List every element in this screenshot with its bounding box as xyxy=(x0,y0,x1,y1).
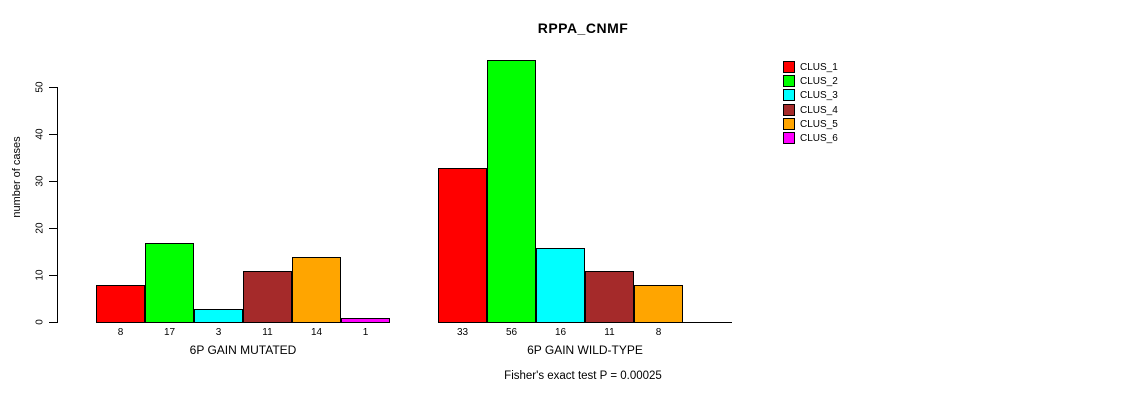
legend-label: CLUS_3 xyxy=(800,89,838,101)
y-tick-label: 10 xyxy=(34,269,46,281)
y-tick-label: 20 xyxy=(34,222,46,234)
legend-row: CLUS_3 xyxy=(783,89,838,101)
bar-value-label: 56 xyxy=(505,327,518,338)
legend-row: CLUS_6 xyxy=(783,132,838,144)
y-tick-label: 30 xyxy=(34,175,46,187)
bar-value-label: 11 xyxy=(604,327,615,338)
bar-value-label: 1 xyxy=(362,327,369,338)
y-tick-label: 40 xyxy=(34,128,46,140)
legend-swatch-clus_4 xyxy=(783,104,795,116)
y-tick-mark xyxy=(49,87,57,88)
bar-clus_4-2 xyxy=(585,271,634,323)
bar-clus_5-2 xyxy=(634,285,683,323)
bar-clus_6-1 xyxy=(341,318,390,323)
legend-swatch-clus_1 xyxy=(783,61,795,73)
group-label: 6P GAIN MUTATED xyxy=(189,343,297,357)
y-tick-mark xyxy=(49,275,57,276)
bar-value-label: 14 xyxy=(310,327,323,338)
legend-row: CLUS_5 xyxy=(783,118,838,130)
bar-value-label: 17 xyxy=(163,327,176,338)
y-tick-mark xyxy=(49,181,57,182)
bar-clus_2-1 xyxy=(145,243,194,323)
bar-value-label: 8 xyxy=(655,327,662,338)
legend-label: CLUS_1 xyxy=(800,61,838,73)
y-tick-mark xyxy=(49,228,57,229)
legend-label: CLUS_2 xyxy=(800,75,838,87)
bar-value-label: 16 xyxy=(554,327,567,338)
bar-clus_1-2 xyxy=(438,168,487,323)
y-axis-line xyxy=(57,87,58,323)
legend-row: CLUS_1 xyxy=(783,61,838,73)
chart-title: RPPA_CNMF xyxy=(537,20,629,36)
bar-clus_5-1 xyxy=(292,257,341,323)
bar-clus_3-1 xyxy=(194,309,243,323)
bar-clus_2-2 xyxy=(487,60,536,323)
bar-value-label: 8 xyxy=(117,327,124,338)
group-label: 6P GAIN WILD-TYPE xyxy=(527,343,643,357)
fisher-test-annotation: Fisher's exact test P = 0.00025 xyxy=(504,370,662,382)
legend-swatch-clus_3 xyxy=(783,89,795,101)
legend-swatch-clus_5 xyxy=(783,118,795,130)
bar-clus_4-1 xyxy=(243,271,292,323)
y-tick-label: 0 xyxy=(34,319,46,325)
bar-value-label: 11 xyxy=(262,327,273,338)
y-tick-mark xyxy=(49,134,57,135)
y-tick-label: 50 xyxy=(34,81,46,93)
legend-label: CLUS_4 xyxy=(800,104,838,116)
bar-value-label: 33 xyxy=(456,327,469,338)
legend-row: CLUS_4 xyxy=(783,104,838,116)
bar-clus_3-2 xyxy=(536,248,585,323)
legend-label: CLUS_6 xyxy=(800,132,838,144)
legend-swatch-clus_2 xyxy=(783,75,795,87)
bar-value-label: 3 xyxy=(215,327,222,338)
y-tick-mark xyxy=(49,322,57,323)
legend-row: CLUS_2 xyxy=(783,75,838,87)
bar-clus_1-1 xyxy=(96,285,145,323)
y-axis-label: number of cases xyxy=(11,136,23,218)
legend-swatch-clus_6 xyxy=(783,132,795,144)
legend-label: CLUS_5 xyxy=(800,118,838,130)
